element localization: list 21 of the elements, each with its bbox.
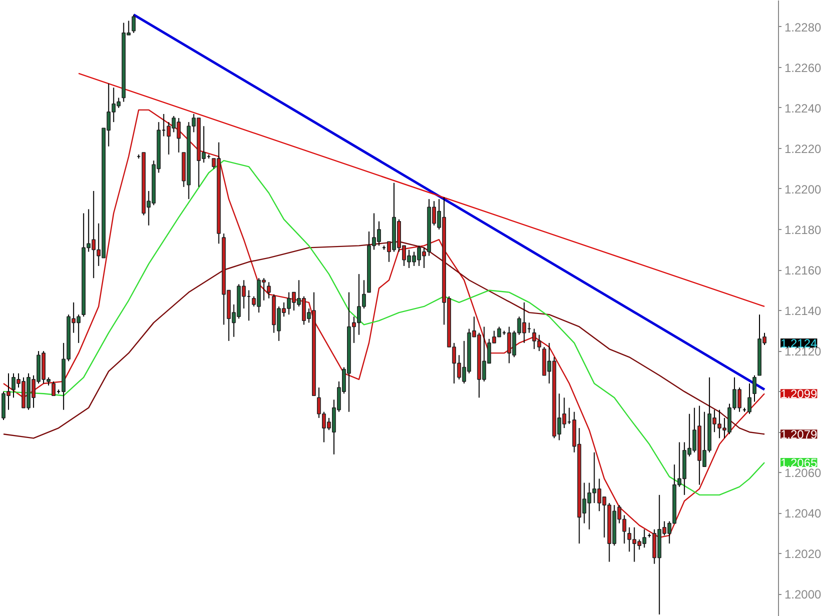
line-series <box>2 241 766 439</box>
candlestick <box>132 14 136 34</box>
line-series <box>2 109 766 538</box>
y-tick-label: 1.2000 <box>784 588 822 602</box>
y-tick-label: 1.2140 <box>784 304 822 318</box>
candlestick <box>752 374 756 402</box>
text: 1.2065 <box>780 456 818 470</box>
y-tick-label: 1.2240 <box>784 101 822 116</box>
y-tick-label: 1.2220 <box>784 142 822 156</box>
y-tick-label: 1.2260 <box>784 60 822 75</box>
text: 1.2099 <box>780 387 818 402</box>
text: 1.2079 <box>780 428 818 442</box>
y-tick-label: 1.2160 <box>784 264 822 278</box>
line-series <box>2 160 766 496</box>
y-tick-label: 1.2040 <box>784 506 822 521</box>
candlestick <box>52 380 56 396</box>
y-tick-label: 1.2200 <box>784 182 822 196</box>
y-tick-label: 1.2280 <box>784 20 822 34</box>
y-tick-label: 1.2020 <box>784 547 822 562</box>
candlestick <box>266 282 271 299</box>
y-tick-label: 1.2180 <box>784 222 822 237</box>
